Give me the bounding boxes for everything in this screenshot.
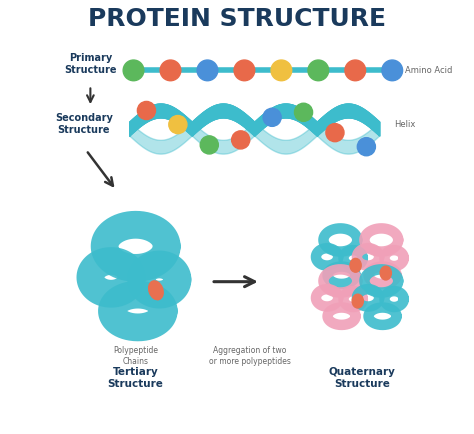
Circle shape (271, 60, 292, 81)
Text: Tertiary
Structure: Tertiary Structure (108, 367, 164, 389)
Circle shape (232, 131, 250, 149)
Text: Primary
Structure: Primary Structure (64, 53, 117, 75)
Circle shape (169, 115, 187, 134)
Circle shape (308, 60, 328, 81)
Text: Polypeptide
Chains: Polypeptide Chains (113, 346, 158, 366)
Circle shape (123, 60, 144, 81)
Text: Amino Acid: Amino Acid (405, 66, 453, 75)
Text: Aggregation of two
or more polypeptides: Aggregation of two or more polypeptides (209, 346, 291, 366)
Circle shape (160, 60, 181, 81)
Circle shape (382, 60, 402, 81)
Ellipse shape (149, 281, 163, 300)
Circle shape (326, 124, 344, 141)
Circle shape (345, 60, 365, 81)
Ellipse shape (352, 294, 364, 308)
Text: Secondary
Structure: Secondary Structure (55, 113, 113, 135)
Circle shape (137, 102, 155, 119)
Circle shape (263, 108, 281, 126)
Ellipse shape (380, 266, 392, 280)
Text: PROTEIN STRUCTURE: PROTEIN STRUCTURE (88, 7, 386, 31)
Circle shape (294, 103, 312, 122)
Text: Quaternary
Structure: Quaternary Structure (328, 367, 395, 389)
Ellipse shape (350, 258, 361, 272)
Text: Helix: Helix (394, 120, 416, 129)
Circle shape (234, 60, 255, 81)
Circle shape (357, 138, 375, 156)
Circle shape (200, 136, 219, 154)
Circle shape (197, 60, 218, 81)
